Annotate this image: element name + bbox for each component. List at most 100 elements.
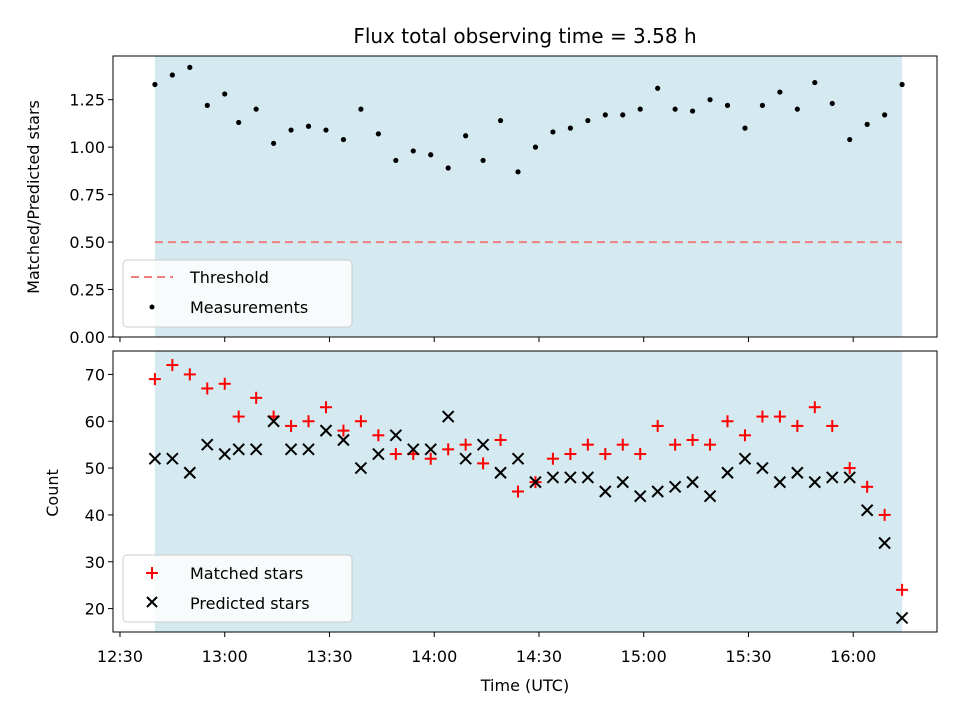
matched-stars-point [319,401,332,414]
measurement-point [847,136,853,143]
y-tick-label: 40 [85,506,105,525]
legend: Matched stars Predicted stars [122,554,353,623]
x-tick-label: 15:00 [621,647,667,666]
matched-stars-point [599,448,612,461]
matched-stars-point [756,410,769,423]
measurement-point [550,129,556,135]
predicted-stars-point [284,443,298,456]
predicted-stars-point [860,504,874,517]
measurement-point [742,125,748,131]
measurement-points [152,64,905,175]
measurement-point [707,97,713,103]
matched-stars-point [896,583,909,596]
measurement-point [899,81,905,88]
matched-stars-point [512,485,525,498]
measurement-point [253,106,259,112]
measurement-point [271,140,277,146]
predicted-stars-point [651,485,664,498]
y-tick-label: 70 [85,365,105,384]
y-axis-ticks: 0.00 0.25 0.50 0.75 1.00 1.25 [69,91,113,347]
matched-stars-point [285,419,298,432]
legend-predicted-label: Predicted stars [190,594,310,613]
predicted-stars-point [581,471,595,484]
y-tick-label: 0.00 [69,328,105,347]
predicted-stars-point [878,536,891,550]
matched-stars-point [686,433,699,446]
predicted-stars-point [354,461,368,475]
y-tick-label: 60 [85,412,105,431]
predicted-stars-point [389,429,403,442]
predicted-stars-point [668,480,682,494]
matched-stars-point [201,382,214,395]
chart-title: Flux total observing time = 3.58 h [353,24,696,48]
measurement-point [410,148,416,154]
predicted-stars-point [616,475,629,489]
matched-stars-point [651,419,664,432]
y-tick-label: 0.25 [69,281,105,300]
predicted-stars-point [721,466,734,479]
matched-stars-point [564,448,577,461]
matched-stars-point [494,433,507,446]
measurement-point [393,157,399,164]
predicted-stars-point [738,452,752,465]
y-axis-label: Matched/Predicted stars [24,100,43,294]
predicted-stars-point [756,461,769,475]
legend-measurements-label: Measurements [190,298,308,317]
matched-stars-point [546,452,559,465]
legend-box [122,554,353,623]
measurement-point [794,106,800,112]
matched-stars-point [843,462,856,475]
predicted-stars-point [337,433,350,447]
matched-stars-point [704,438,717,451]
predicted-stars-point [564,471,577,484]
matched-stars-point [808,401,821,414]
measurement-point [672,106,678,112]
measurement-point [655,85,661,91]
measurement-point [620,112,626,118]
measurement-point [204,102,210,108]
measurement-point [152,81,158,88]
predicted-stars-point [703,489,717,503]
x-tick-label: 12:30 [97,647,143,666]
predicted-stars-point [599,485,612,498]
matched-stars-point [721,415,734,428]
x-tick-label: 16:00 [830,647,876,666]
y-tick-label: 50 [85,459,105,478]
matched-stars-point [477,457,490,470]
measurement-point [689,108,696,114]
predicted-stars-point [148,452,162,465]
y-tick-label: 1.00 [69,138,105,157]
predicted-stars-point [843,471,856,484]
measurement-point [323,127,329,133]
matched-stars-point [183,368,196,381]
predicted-stars-point [302,443,315,456]
predicted-stars-point [808,475,822,489]
measurement-point [169,72,175,78]
measurement-point [236,119,242,126]
predicted-stars-point [372,447,385,461]
measurement-point [305,123,312,129]
matched-stars-point [302,415,315,428]
predicted-stars-point [183,466,197,479]
x-tick-label: 13:00 [202,647,248,666]
plot-frame [112,350,938,633]
measurement-point [602,112,608,118]
legend: Threshold Measurements [122,259,353,328]
legend-box [122,259,353,328]
legend-predicted-swatch [146,596,158,608]
matched-stars-point [442,443,455,456]
matched-stars-point [669,438,682,451]
measurement-point [637,106,643,112]
y-tick-label: 30 [85,553,105,572]
predicted-stars-point [634,489,647,503]
measurement-point [340,136,347,143]
matched-stars-point [791,419,804,432]
measurement-point [724,102,731,108]
matched-stars-point [773,410,786,423]
x-tick-label: 14:30 [516,647,562,666]
matched-stars-point [861,480,874,493]
measurement-point [445,165,451,171]
legend-matched-swatch [146,567,158,579]
measurement-point [567,125,573,131]
predicted-stars-point [441,410,455,423]
